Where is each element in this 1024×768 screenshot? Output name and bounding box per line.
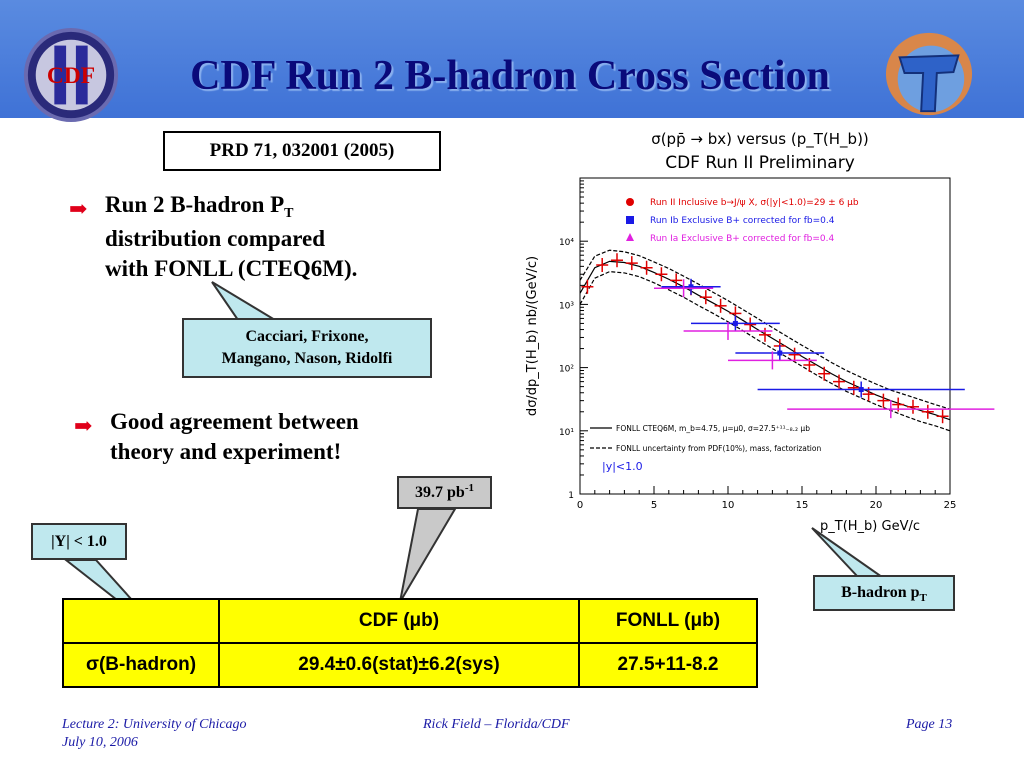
title-bar	[0, 0, 1024, 118]
x-tick-label: 5	[651, 500, 657, 511]
bullet1-line3: with FONLL (CTEQ6M).	[105, 256, 358, 281]
cross-section-table: CDF (μb) FONLL (μb) σ(B-hadron) 29.4±0.6…	[62, 598, 758, 688]
table-header-row: CDF (μb) FONLL (μb)	[62, 598, 758, 644]
legend-label-runIa: Run Ia Exclusive B+ corrected for fb=0.4	[650, 234, 835, 244]
authors-pointer	[211, 281, 279, 321]
runIb-point-marker	[858, 387, 864, 393]
legend-marker-runII	[626, 198, 634, 206]
lumi-pointer	[399, 508, 457, 603]
runIb-point-marker	[777, 350, 783, 356]
annotation-fonll: FONLL CTEQ6M, m_b=4.75, μ=μ0, σ=27.5⁺¹¹₋…	[616, 424, 810, 433]
footer-author: Rick Field – Florida/CDF	[423, 717, 570, 732]
legend-marker-runIa	[626, 233, 634, 241]
reference-box: PRD 71, 032001 (2005)	[163, 131, 441, 171]
runIb-point-marker	[732, 320, 738, 326]
annotation-rapidity: |y|<1.0	[602, 460, 643, 473]
arrow-icon: ➡	[69, 196, 88, 221]
table-cell-label: σ(B-hadron)	[62, 642, 220, 688]
cdf-logo-text: CDF	[47, 63, 95, 89]
y-tick-label: 10¹	[559, 428, 574, 438]
authors-line2: Mangano, Nason, Ridolfi	[221, 350, 393, 367]
table-row: σ(B-hadron) 29.4±0.6(stat)±6.2(sys) 27.5…	[62, 642, 758, 688]
runIb-point-marker	[688, 284, 694, 290]
bullet2-line2: theory and experiment!	[110, 439, 342, 464]
lumi-value: 39.7 pb	[415, 484, 465, 501]
callout-authors: Cacciari, Frixone, Mangano, Nason, Ridol…	[182, 318, 432, 378]
fonll-lower-band	[579, 271, 951, 432]
footer-page: Page 13	[906, 717, 953, 732]
footer-date: July 10, 2006	[62, 735, 138, 750]
callout-bhadron-pt: B-hadron pT	[813, 575, 955, 611]
y-tick-label: 1	[568, 491, 574, 501]
bhadron-sub: T	[919, 592, 927, 604]
x-tick-label: 0	[577, 500, 583, 511]
annotation-uncertainty: FONLL uncertainty from PDF(10%), mass, f…	[616, 444, 821, 453]
authors-line1: Cacciari, Frixone,	[245, 328, 369, 345]
x-tick-label: 20	[870, 500, 883, 511]
chart-subtitle: CDF Run II Preliminary	[665, 153, 855, 173]
callout-rapidity: |Y| < 1.0	[31, 523, 127, 560]
legend-label-runII: Run II Inclusive b→J/ψ X, σ(|y|<1.0)=29 …	[650, 198, 859, 208]
table-header-fonll: FONLL (μb)	[578, 598, 758, 644]
callout-luminosity: 39.7 pb-1	[397, 476, 492, 509]
table-header-empty	[62, 598, 220, 644]
y-tick-label: 10³	[559, 301, 574, 311]
y-axis-label: dσ/dp_T(H_b) nb/(GeV/c)	[525, 256, 540, 416]
legend-marker-runIb	[626, 216, 634, 224]
cross-section-chart: σ(pp̄ → bx) versus (p_T(H_b)) CDF Run II …	[525, 130, 995, 534]
y-tick-label: 10²	[559, 365, 574, 375]
table-cell-fonll: 27.5+11-8.2	[578, 642, 758, 688]
footer-lecture: Lecture 2: University of Chicago	[62, 717, 247, 732]
bhadron-text: B-hadron p	[841, 584, 920, 601]
table-cell-cdf: 29.4±0.6(stat)±6.2(sys)	[218, 642, 580, 688]
arrow-icon: ➡	[74, 413, 93, 438]
lumi-sup: -1	[464, 482, 474, 494]
x-tick-label: 15	[796, 500, 809, 511]
table-header-cdf: CDF (μb)	[218, 598, 580, 644]
plot-frame	[579, 177, 951, 495]
bullet-pt-distribution: ➡ Run 2 B-hadron PT distribution compare…	[69, 190, 425, 284]
footer-left: Lecture 2: University of Chicago July 10…	[62, 716, 247, 752]
chart-title: σ(pp̄ → bx) versus (p_T(H_b))	[651, 130, 869, 149]
y-tick-label: 10⁴	[559, 238, 574, 248]
x-axis-label: p_T(H_b) GeV/c	[820, 519, 920, 534]
bullet2-line1: Good agreement between	[110, 409, 359, 434]
x-tick-label: 25	[944, 500, 957, 511]
bullet1-line2: distribution compared	[105, 226, 326, 251]
cdf-logo: CDF	[23, 27, 119, 123]
uf-logo	[885, 32, 973, 116]
page-title: CDF Run 2 B-hadron Cross Section	[190, 53, 830, 99]
x-tick-label: 10	[722, 500, 735, 511]
bullet1-line1: Run 2 B-hadron PT	[105, 192, 294, 221]
bullet-agreement: ➡ Good agreement between theory and expe…	[74, 407, 440, 467]
legend-label-runIb: Run Ib Exclusive B+ corrected for fb=0.4	[650, 216, 835, 226]
